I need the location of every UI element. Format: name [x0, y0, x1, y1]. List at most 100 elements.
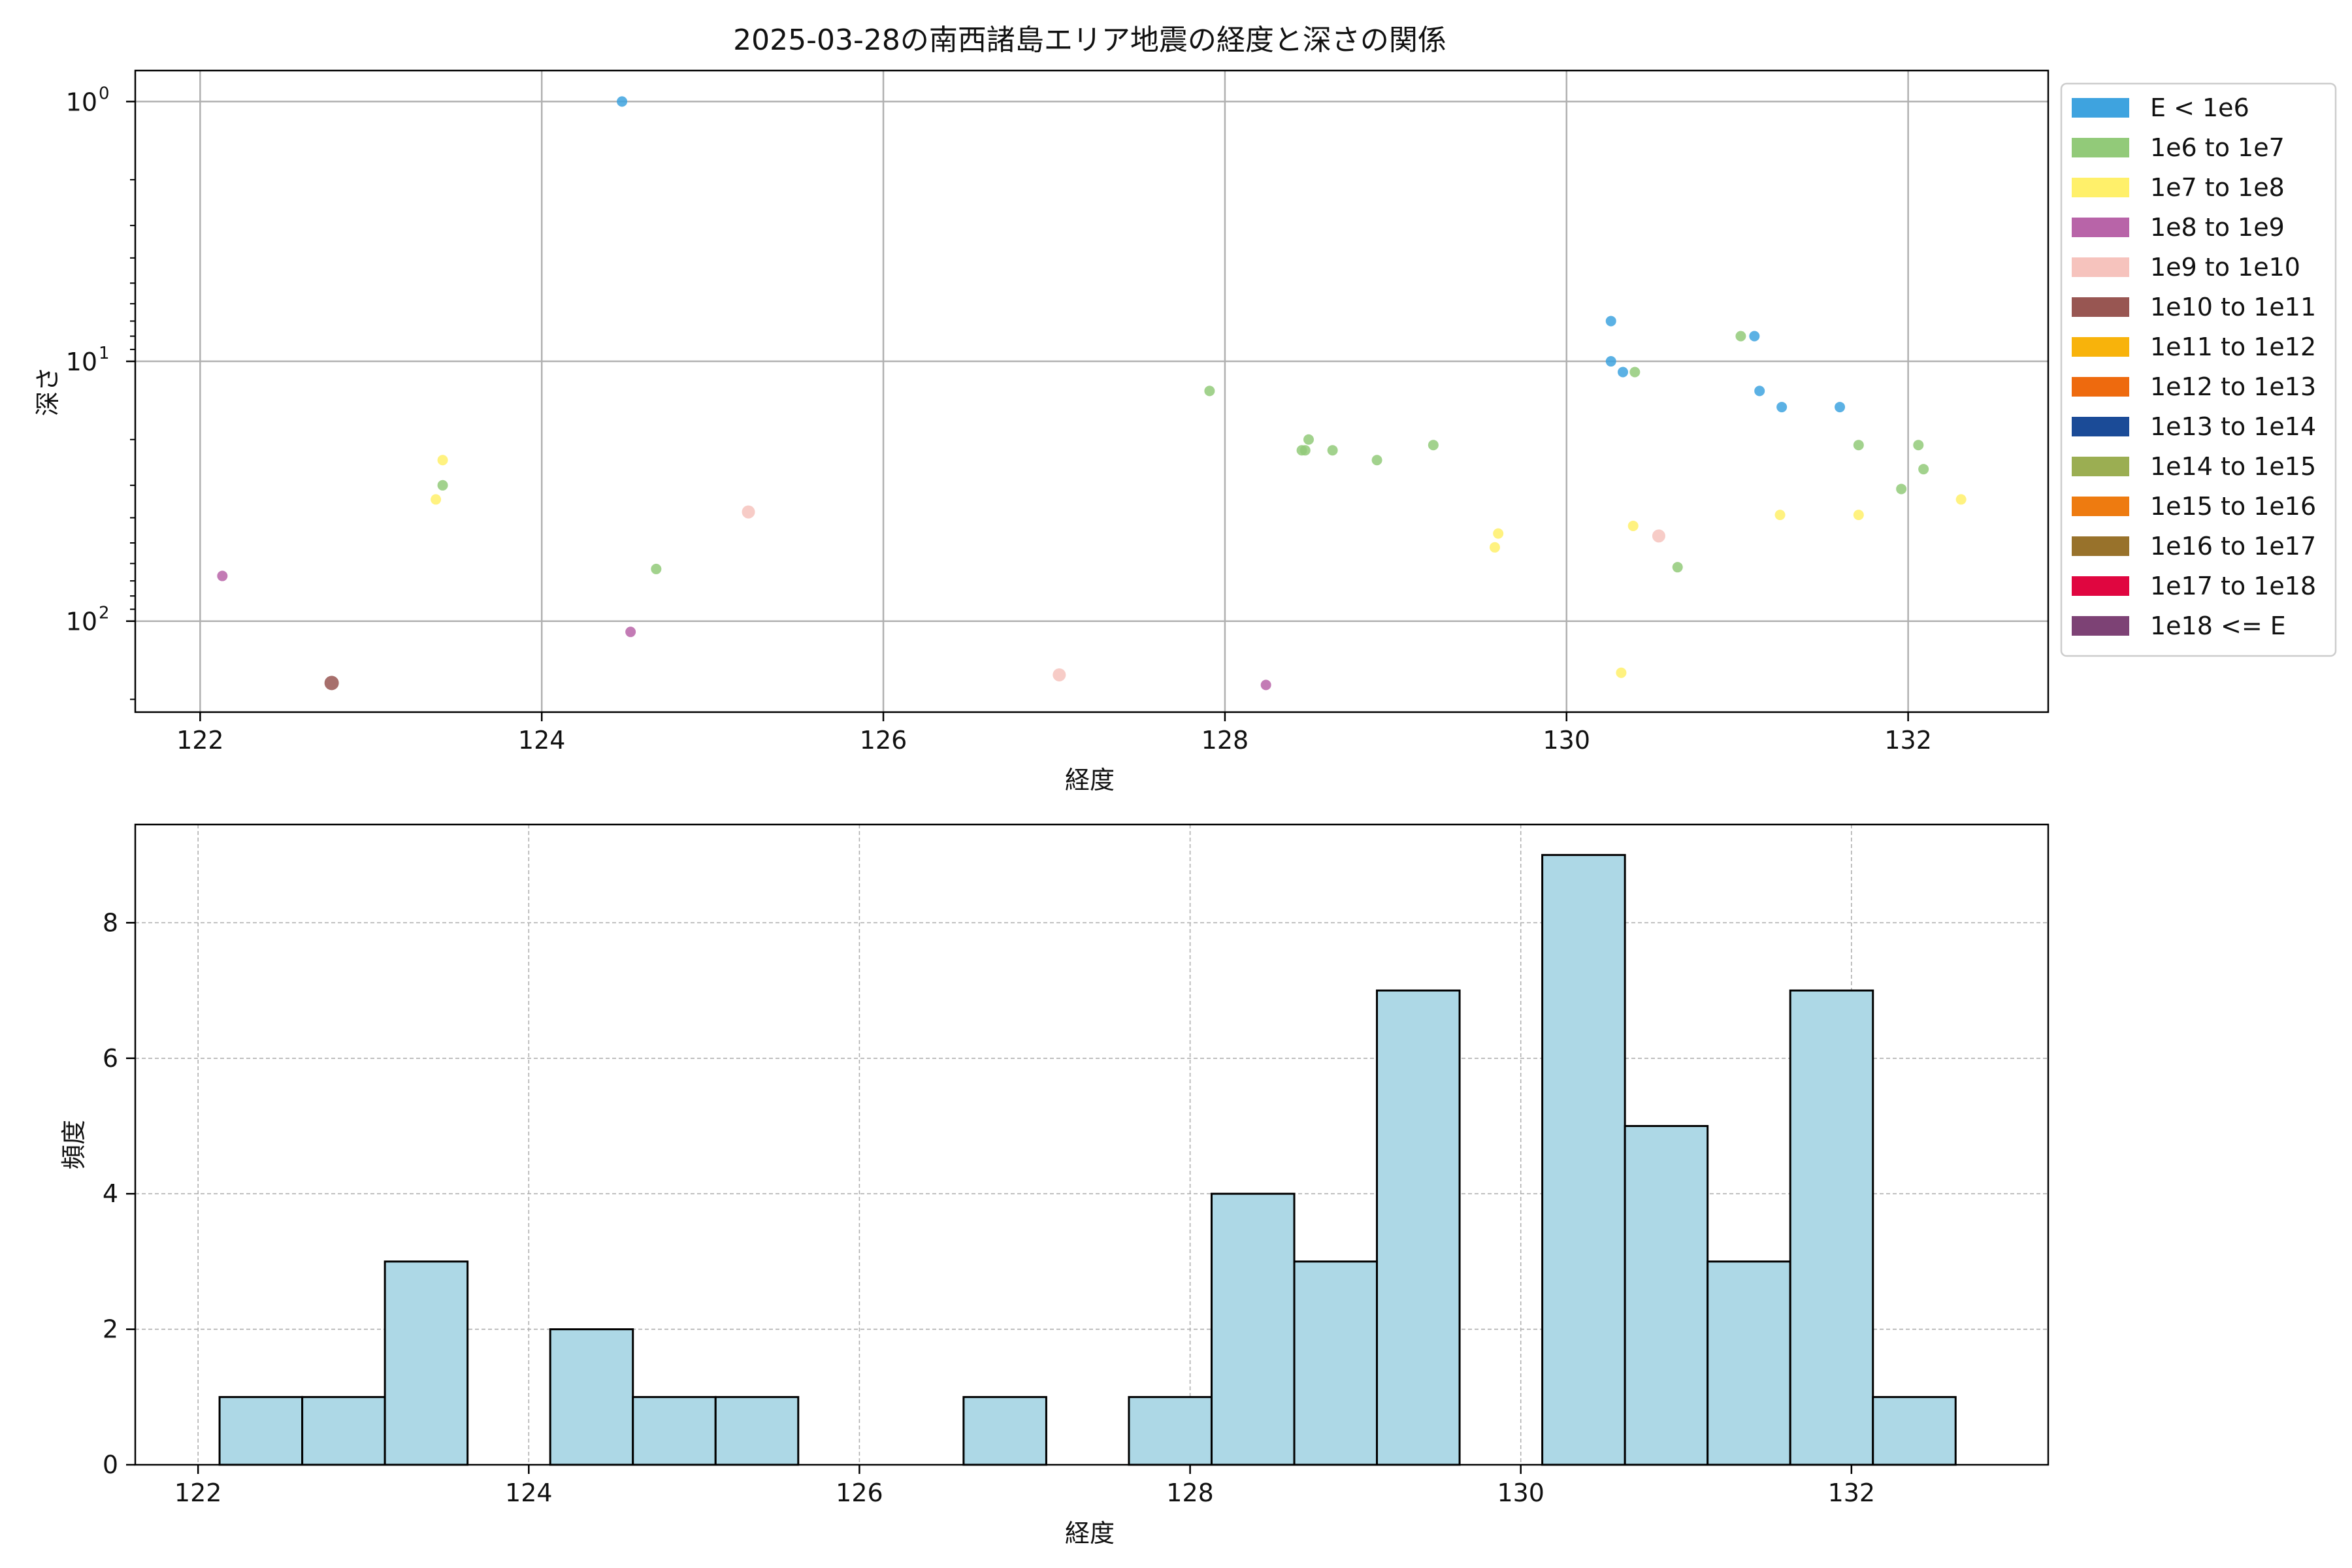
histogram-bar [384, 1260, 469, 1466]
scatter-point [1835, 402, 1846, 413]
scatter-point [1652, 529, 1665, 543]
scatter-panel: 2025-03-28の南西諸島エリア地震の経度と深さの関係 122 124 126 1… [33, 24, 2337, 794]
histogram-bar [632, 1396, 717, 1466]
scatter-y-tick-exponent: 2 [99, 604, 110, 623]
legend-swatch [2072, 616, 2129, 636]
histogram-y-tick-label: 0 [103, 1450, 118, 1479]
legend-label: 1e13 to 1e14 [2150, 412, 2316, 441]
histogram-x-label: 経度 [1065, 1519, 1115, 1548]
histogram-bar [1707, 1260, 1791, 1466]
legend-swatch [2072, 497, 2129, 516]
scatter-y-tick-exponent: 1 [99, 344, 110, 363]
scatter-point [1428, 440, 1439, 451]
histogram-panel: 122 124 126 128 130 132 0 2 4 6 8 経度 頻度 [59, 823, 2050, 1548]
scatter-point [1493, 528, 1504, 539]
histogram-bar [218, 1396, 304, 1466]
legend-label: E < 1e6 [2150, 93, 2249, 122]
scatter-point [1616, 667, 1627, 678]
scatter-title: 2025-03-28の南西諸島エリア地震の経度と深さの関係 [733, 24, 1446, 57]
scatter-x-tick-label: 130 [1543, 726, 1591, 755]
scatter-point [1627, 520, 1639, 531]
scatter-x-tick-label: 132 [1884, 726, 1932, 755]
scatter-point [1489, 542, 1500, 553]
scatter-point [1327, 445, 1338, 456]
scatter-point [1853, 440, 1864, 451]
scatter-point [625, 627, 636, 638]
scatter-x-label: 経度 [1065, 766, 1115, 794]
histogram-bar [1210, 1192, 1296, 1466]
histogram-x-tick-label: 126 [836, 1478, 883, 1507]
histogram-y-tick-label: 4 [103, 1179, 118, 1208]
scatter-points [217, 96, 1967, 691]
scatter-point [1853, 510, 1864, 521]
histogram-x-tick-label: 124 [505, 1478, 553, 1507]
legend-label: 1e14 to 1e15 [2150, 452, 2316, 481]
histogram-x-tick-label: 130 [1497, 1478, 1544, 1507]
legend-label: 1e16 to 1e17 [2150, 532, 2316, 561]
scatter-x-tick-label: 122 [176, 726, 224, 755]
scatter-point [1204, 385, 1215, 397]
legend-swatch [2072, 297, 2129, 317]
histogram-bar [1541, 854, 1626, 1466]
histogram-x-ticks: 122 124 126 128 130 132 [174, 1465, 1875, 1507]
scatter-point [742, 505, 755, 519]
histogram-bar [1872, 1396, 1957, 1466]
histogram-y-tick-label: 8 [103, 908, 118, 937]
histogram-x-tick-label: 122 [174, 1478, 222, 1507]
histogram-x-tick-label: 128 [1166, 1478, 1214, 1507]
scatter-point [1774, 510, 1786, 521]
scatter-point [437, 480, 448, 491]
scatter-point [1618, 367, 1629, 378]
legend-swatch [2072, 337, 2129, 357]
scatter-point [1053, 668, 1066, 681]
legend-label: 1e8 to 1e9 [2150, 213, 2285, 242]
legend: E < 1e6 1e6 to 1e7 1e7 to 1e8 1e8 to 1e9 1e9… [2060, 82, 2337, 657]
scatter-point [1749, 331, 1760, 342]
histogram-bar [1624, 1124, 1709, 1466]
scatter-point [1605, 316, 1616, 327]
histogram-y-label: 頻度 [59, 1120, 88, 1169]
histogram-y-tick-label: 6 [103, 1044, 118, 1073]
histogram-bar [962, 1396, 1047, 1466]
scatter-x-tick-label: 124 [518, 726, 566, 755]
scatter-point [1754, 385, 1765, 397]
histogram-bars [218, 854, 1957, 1466]
legend-label: 1e9 to 1e10 [2150, 253, 2300, 282]
histogram-bar [1376, 989, 1461, 1466]
legend-swatch [2072, 576, 2129, 596]
scatter-point [1629, 367, 1641, 378]
scatter-point [1299, 445, 1311, 456]
scatter-point [617, 96, 628, 107]
scatter-point [1371, 455, 1382, 466]
scatter-point [1918, 464, 1929, 475]
scatter-y-tick-exponent: 0 [99, 84, 110, 103]
legend-label: 1e6 to 1e7 [2150, 133, 2285, 162]
scatter-y-tick-label: 10 [66, 88, 97, 116]
scatter-axes-frame [134, 69, 2050, 713]
scatter-x-ticks: 122 124 126 128 130 132 [176, 712, 1932, 755]
scatter-point [1913, 440, 1924, 451]
legend-label: 1e11 to 1e12 [2150, 333, 2316, 361]
legend-label: 1e17 to 1e18 [2150, 572, 2316, 600]
histogram-y-ticks: 0 2 4 6 8 [103, 908, 135, 1479]
legend-swatch [2072, 178, 2129, 197]
scatter-point [1735, 331, 1746, 342]
legend-swatch [2072, 377, 2129, 397]
scatter-x-tick-label: 126 [860, 726, 907, 755]
legend-box [2060, 82, 2337, 657]
histogram-x-tick-label: 132 [1828, 1478, 1876, 1507]
scatter-point [1672, 562, 1683, 573]
scatter-y-label: 深さ [33, 367, 62, 416]
histogram-bar [549, 1328, 634, 1466]
histogram-y-tick-label: 2 [103, 1315, 118, 1344]
scatter-point [431, 494, 442, 505]
legend-swatch [2072, 218, 2129, 237]
scatter-x-tick-label: 128 [1201, 726, 1249, 755]
histogram-axes-frame [134, 823, 2050, 1466]
legend-label: 1e12 to 1e13 [2150, 372, 2316, 401]
legend-label: 1e10 to 1e11 [2150, 293, 2316, 321]
scatter-point [1303, 434, 1315, 445]
histogram-bar [1128, 1396, 1213, 1466]
